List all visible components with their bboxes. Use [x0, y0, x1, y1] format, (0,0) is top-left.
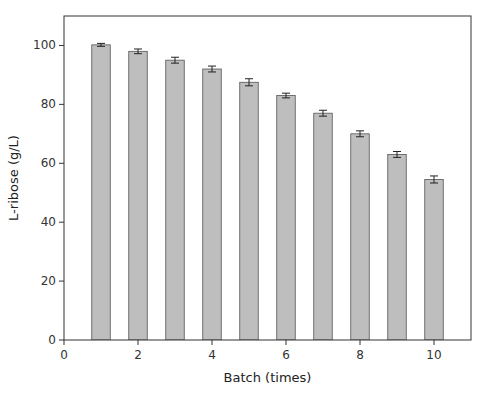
error-bar	[430, 176, 438, 183]
x-tick	[138, 340, 139, 345]
error-bar-cap	[208, 71, 216, 72]
error-bar-cap	[97, 43, 105, 44]
error-bar	[134, 49, 142, 54]
y-tick	[59, 104, 64, 105]
plot-frame	[64, 16, 471, 340]
error-bar-cap	[319, 116, 327, 117]
error-bar	[393, 151, 401, 157]
error-bar-cap	[430, 175, 438, 176]
error-bar-cap	[171, 57, 179, 58]
error-bar-cap	[134, 53, 142, 54]
error-bar	[356, 131, 364, 137]
error-bar-cap	[319, 110, 327, 111]
error-bar	[245, 79, 253, 86]
error-bar-cap	[356, 130, 364, 131]
error-bar-stem	[138, 49, 139, 54]
error-bar-cap	[282, 97, 290, 98]
x-tick-label: 2	[134, 348, 142, 362]
x-tick-label: 0	[60, 348, 68, 362]
bars	[92, 43, 444, 340]
error-bar-cap	[97, 46, 105, 47]
error-bar-cap	[430, 183, 438, 184]
y-tick-label: 20	[41, 274, 56, 288]
error-bar	[319, 110, 327, 116]
error-bar	[208, 66, 216, 72]
error-bar-stem	[175, 57, 176, 63]
error-bar-stem	[434, 176, 435, 183]
y-tick	[59, 340, 64, 341]
x-tick	[360, 340, 361, 345]
bar	[240, 82, 259, 340]
bar	[92, 45, 111, 340]
error-bar	[171, 57, 179, 63]
error-bar-cap	[393, 151, 401, 152]
bar	[277, 96, 296, 340]
x-tick	[212, 340, 213, 345]
error-bar-cap	[245, 85, 253, 86]
chart: 0246810020406080100Batch (times)L-ribose…	[0, 0, 487, 394]
error-bar	[97, 43, 105, 46]
y-axis-label: L-ribose (g/L)	[6, 135, 21, 221]
x-tick	[64, 340, 65, 345]
y-tick	[59, 222, 64, 223]
bar	[314, 113, 333, 340]
x-tick-label: 10	[426, 348, 441, 362]
x-tick	[286, 340, 287, 345]
error-bar-stem	[323, 110, 324, 116]
error-bar-cap	[134, 48, 142, 49]
error-bar	[282, 93, 290, 98]
y-tick-label: 0	[48, 333, 56, 347]
y-tick-label: 40	[41, 215, 56, 229]
error-bar-cap	[393, 157, 401, 158]
x-tick	[434, 340, 435, 345]
error-bar-cap	[282, 93, 290, 94]
y-tick-label: 80	[41, 97, 56, 111]
x-axis-label: Batch (times)	[224, 370, 312, 385]
y-tick-label: 60	[41, 156, 56, 170]
x-tick-label: 6	[282, 348, 290, 362]
error-bar-stem	[397, 151, 398, 157]
x-tick-label: 8	[356, 348, 364, 362]
error-bar-stem	[212, 66, 213, 72]
bar	[388, 154, 407, 340]
y-tick	[59, 45, 64, 46]
plot-background	[64, 16, 471, 340]
error-bar-cap	[208, 66, 216, 67]
error-bar-stem	[286, 93, 287, 98]
y-tick	[59, 163, 64, 164]
error-bar-cap	[356, 136, 364, 137]
error-bar-stem	[360, 131, 361, 137]
bar	[203, 69, 222, 340]
y-tick	[59, 281, 64, 282]
bar	[129, 51, 148, 340]
error-bar-stem	[249, 79, 250, 86]
bar	[351, 134, 370, 340]
x-tick-label: 4	[208, 348, 216, 362]
bar	[166, 60, 185, 340]
bar	[425, 179, 444, 340]
error-bar-cap	[245, 78, 253, 79]
error-bar-cap	[171, 63, 179, 64]
y-tick-label: 100	[33, 38, 56, 52]
